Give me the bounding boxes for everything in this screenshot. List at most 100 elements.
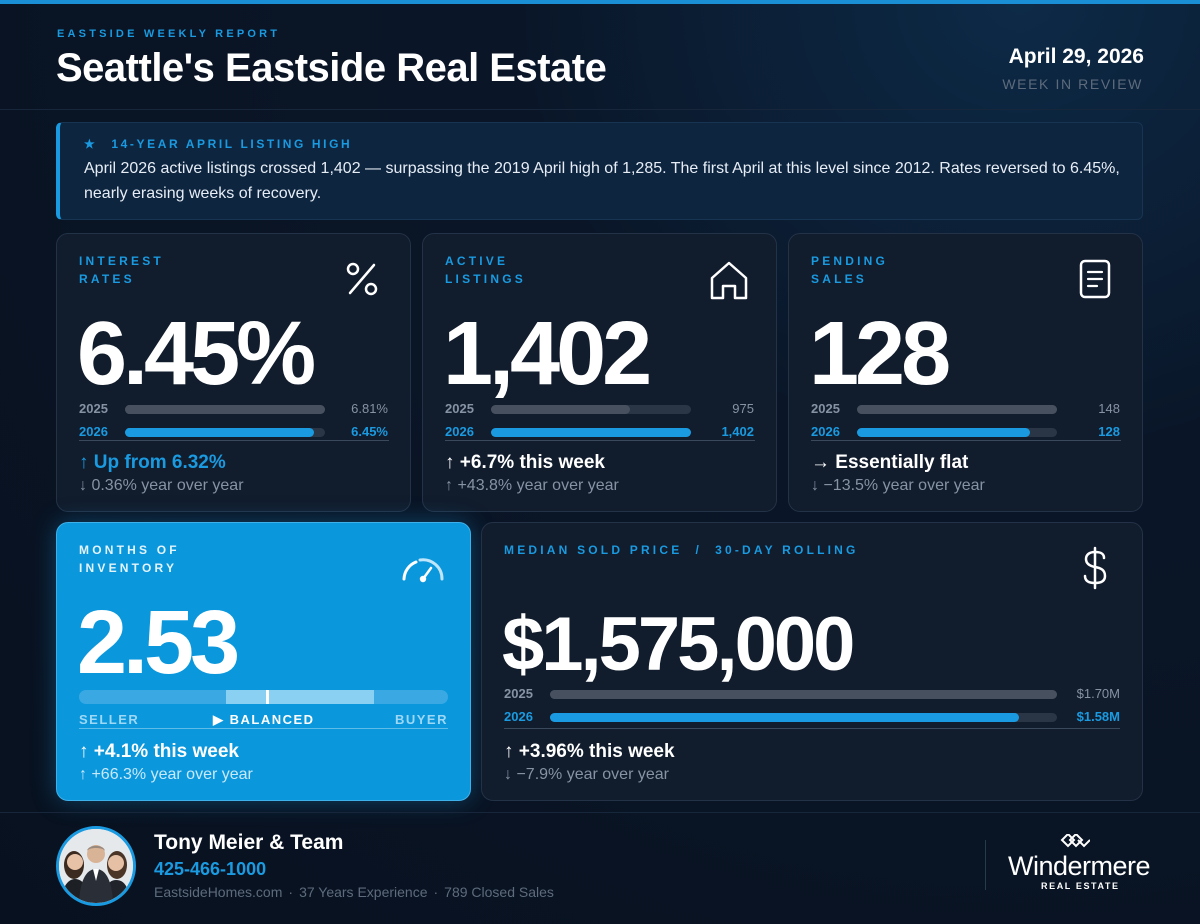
bar-track <box>125 405 325 414</box>
gauge-icon <box>402 558 444 583</box>
year-label: 2026 <box>79 424 108 439</box>
card-label-line: INVENTORY <box>79 561 178 575</box>
card-label: MONTHS OF INVENTORY <box>79 541 180 577</box>
gauge-balanced-zone <box>226 690 374 704</box>
gauge-marker <box>265 690 269 704</box>
bar-row-2026: 2026 128 <box>811 424 1120 442</box>
card-label-line: LISTINGS <box>445 272 526 286</box>
bar-fill-2025 <box>125 405 325 414</box>
document-icon <box>1079 259 1111 299</box>
bar-fill-2025 <box>550 690 1057 699</box>
bar-value: 6.81% <box>351 401 388 416</box>
bar-track <box>550 690 1057 699</box>
months-of-inventory-value: 2.53 <box>77 593 240 693</box>
bar-row-2026: 2026 $1.58M <box>504 709 1120 727</box>
bar-row-2026: 2026 6.45% <box>79 424 388 442</box>
yoy-change: ↓ −7.9% year over year <box>504 766 669 783</box>
bar-value: 148 <box>1098 401 1120 416</box>
months-of-inventory-card: MONTHS OF INVENTORY 2.53 SELLER ▶ BALANCE… <box>56 522 471 801</box>
bar-value: 975 <box>732 401 754 416</box>
year-label: 2025 <box>445 401 474 416</box>
bar-value: 128 <box>1098 424 1120 439</box>
card-label: PENDING SALES <box>811 252 888 288</box>
agent-name: Tony Meier & Team <box>154 831 344 854</box>
bar-underline <box>79 440 389 441</box>
card-label-line: MONTHS OF <box>79 543 180 557</box>
separator-dot: · <box>288 884 294 900</box>
bar-row-2025: 2025 975 <box>445 401 754 419</box>
card-label-line: ACTIVE <box>445 254 509 268</box>
alert-tag-text: 14-YEAR APRIL LISTING HIGH <box>111 137 353 151</box>
weekly-change: ↑ +6.7% this week <box>445 452 605 473</box>
bar-row-2026: 2026 1,402 <box>445 424 754 442</box>
separator-dot: · <box>433 884 439 900</box>
year-label: 2025 <box>811 401 840 416</box>
bar-underline <box>811 440 1121 441</box>
interest-rate-value: 6.45% <box>77 304 316 404</box>
windermere-logo-icon <box>1060 834 1090 848</box>
bar-track <box>550 713 1057 722</box>
page-title: Seattle's Eastside Real Estate <box>56 46 607 90</box>
active-listings-value: 1,402 <box>443 304 652 404</box>
year-label: 2025 <box>79 401 108 416</box>
median-price-value: $1,575,000 <box>502 602 855 687</box>
year-label: 2026 <box>445 424 474 439</box>
house-icon <box>710 261 748 300</box>
bar-track <box>857 405 1057 414</box>
bar-track <box>125 428 325 437</box>
median-sold-price-card: MEDIAN SOLD PRICE / 30-DAY ROLLING $1,57… <box>481 522 1143 801</box>
yoy-change: ↑ +66.3% year over year <box>79 766 253 783</box>
header-divider <box>0 109 1200 110</box>
report-subtitle: WEEK IN REVIEW <box>1002 76 1143 92</box>
bar-value: $1.58M <box>1076 709 1120 724</box>
report-date: April 29, 2026 <box>1008 45 1144 68</box>
bar-track <box>491 405 691 414</box>
weekly-change: ↑ Up from 6.32% <box>79 452 226 473</box>
pending-sales-card: PENDING SALES 128 2025 148 2026 128 → Ess… <box>788 233 1143 512</box>
card-label-line: PENDING <box>811 254 889 268</box>
bar-fill-2026 <box>550 713 1020 722</box>
dollar-icon <box>1083 546 1107 590</box>
bar-fill-2026 <box>125 428 315 437</box>
bar-track <box>491 428 691 437</box>
bar-value: $1.70M <box>1076 686 1120 701</box>
inventory-gauge <box>79 690 448 704</box>
weekly-change: → Essentially flat <box>811 452 969 473</box>
card-label: ACTIVE LISTINGS <box>445 252 526 288</box>
bar-fill-2025 <box>491 405 630 414</box>
card-label-line: INTEREST <box>79 254 164 268</box>
brand-subtitle: REAL ESTATE <box>1041 881 1120 891</box>
bar-fill-2025 <box>857 405 1057 414</box>
alert-banner: ★ 14-YEAR APRIL LISTING HIGH April 2026 a… <box>56 122 1143 220</box>
card-label: MEDIAN SOLD PRICE / 30-DAY ROLLING <box>504 543 859 557</box>
closed-sales-text: 789 Closed Sales <box>444 884 554 900</box>
bar-underline <box>504 728 1120 729</box>
bar-underline <box>445 440 755 441</box>
alert-tag: ★ 14-YEAR APRIL LISTING HIGH <box>84 137 352 151</box>
weekly-change: ↑ +3.96% this week <box>504 741 675 762</box>
active-listings-card: ACTIVE LISTINGS 1,402 2025 975 2026 1,402… <box>422 233 777 512</box>
bar-row-2025: 2025 $1.70M <box>504 686 1120 704</box>
bar-fill-2026 <box>857 428 1030 437</box>
gauge-label-balanced: ▶ BALANCED <box>213 712 315 727</box>
pending-sales-value: 128 <box>809 304 951 404</box>
bar-value: 1,402 <box>721 424 754 439</box>
report-eyebrow: EASTSIDE WEEKLY REPORT <box>57 28 281 40</box>
bar-row-2025: 2025 148 <box>811 401 1120 419</box>
footer-vertical-divider <box>985 840 986 890</box>
interest-rates-card: INTEREST RATES 6.45% 2025 6.81% 2026 6.45… <box>56 233 411 512</box>
brand-name: Windermere <box>1008 851 1151 881</box>
gauge-label-seller: SELLER <box>79 712 140 727</box>
bar-row-2025: 2025 6.81% <box>79 401 388 419</box>
agent-phone-link[interactable]: 425-466-1000 <box>154 859 267 879</box>
year-label: 2025 <box>504 686 533 701</box>
year-label: 2026 <box>811 424 840 439</box>
bar-value: 6.45% <box>351 424 388 439</box>
bar-track <box>857 428 1057 437</box>
website-link[interactable]: EastsideHomes.com <box>154 884 283 900</box>
bar-fill-2026 <box>491 428 691 437</box>
card-label-line: RATES <box>79 272 135 286</box>
experience-text: 37 Years Experience <box>299 884 428 900</box>
star-icon: ★ <box>84 137 98 151</box>
yoy-change: ↓ 0.36% year over year <box>79 477 244 494</box>
